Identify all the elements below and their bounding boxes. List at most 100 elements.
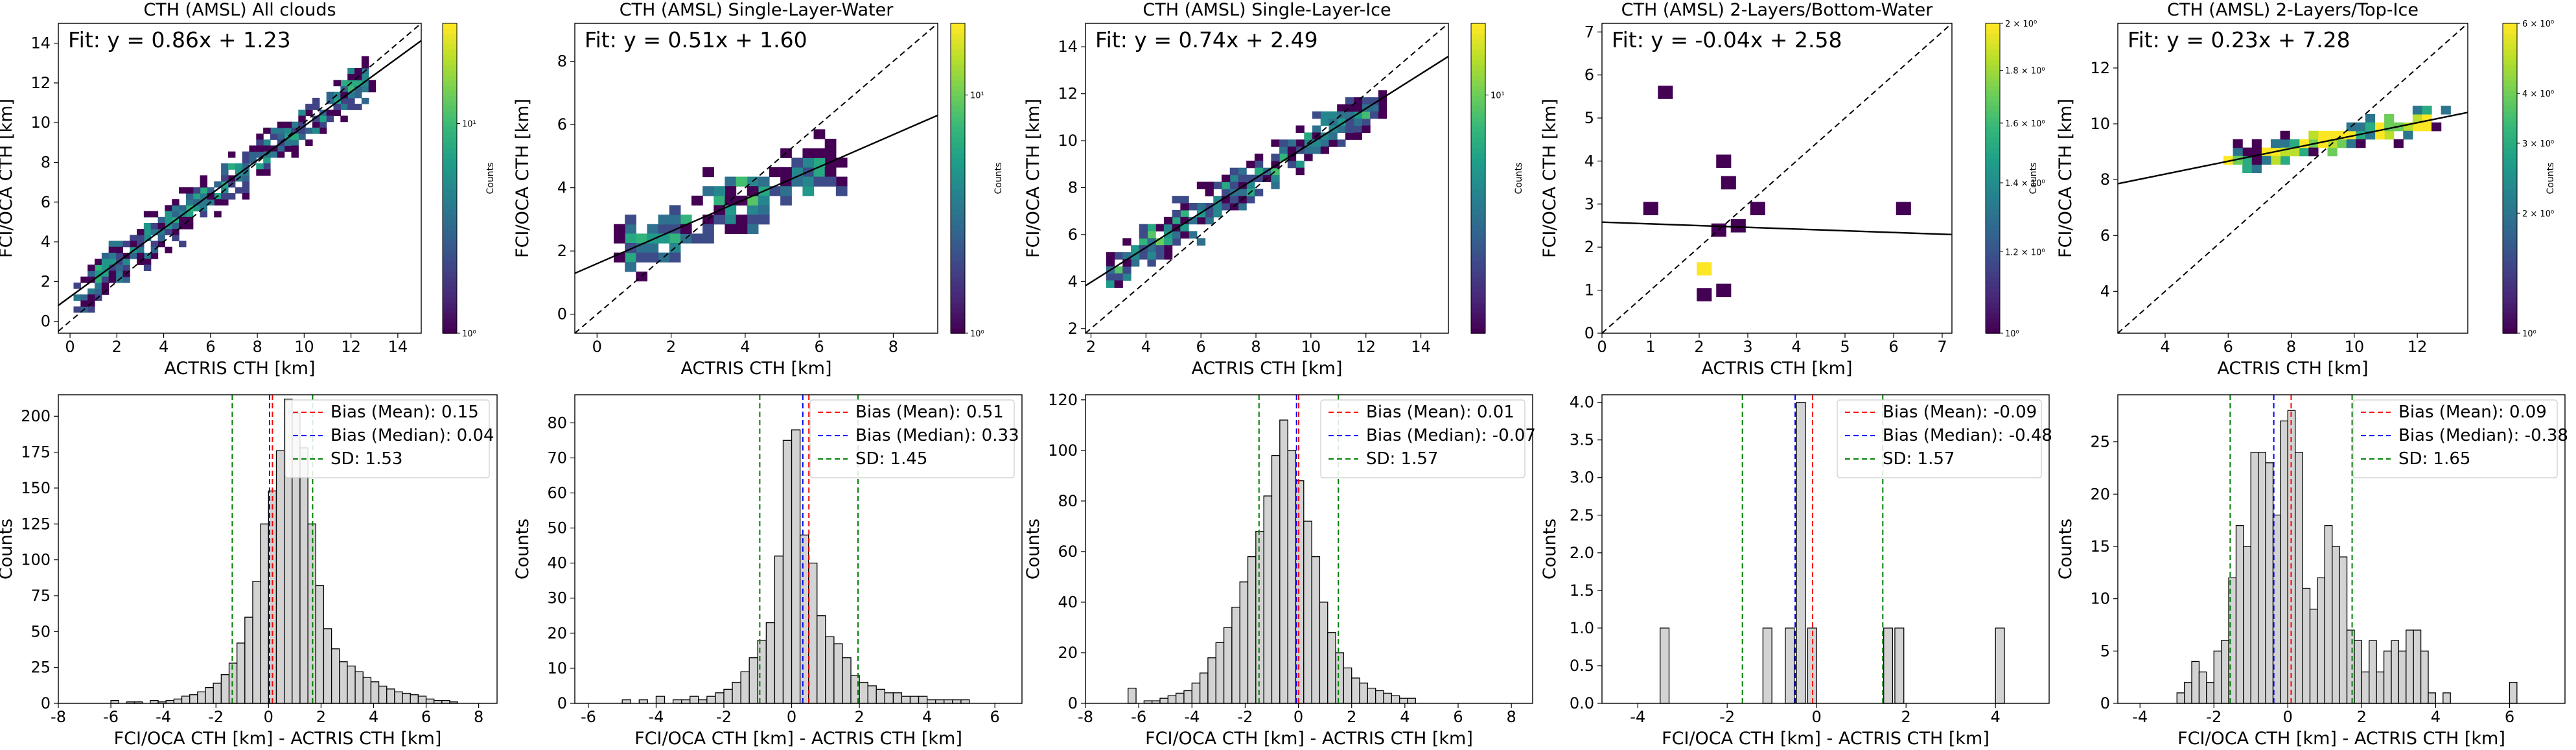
heatmap-cell [298,127,306,134]
x-tick-label: -6 [103,708,119,726]
heatmap-cell [1345,118,1354,126]
heatmap-cell [2365,113,2376,123]
histogram-bar [299,447,308,704]
colorbar-step [1471,90,1485,97]
heatmap-cell [291,121,299,128]
histogram-bar [782,439,793,704]
heatmap-cell [1345,111,1354,119]
heatmap-cell [1222,189,1231,196]
heatmap-cell [242,151,250,158]
colorbar-step [1471,240,1485,246]
colorbar-label: Counts [2028,163,2039,194]
heatmap-cell [1304,146,1313,154]
colorbar-step [2503,204,2517,210]
heatmap-cell [813,148,826,158]
colorbar-step [1986,193,2000,200]
heatmap-cell [157,217,165,224]
y-tick-label: 120 [1048,391,1078,409]
colorbar-step [951,328,965,334]
heatmap-cell [249,151,257,158]
heatmap-cell [1180,224,1189,232]
histogram-bar [1183,690,1192,704]
histogram-bar [1343,667,1352,704]
heatmap-cell [143,264,152,272]
heatmap-cell [1353,111,1362,119]
histogram-bar [362,677,372,704]
y-tick-label: 7 [1584,23,1594,41]
colorbar-step [443,111,457,117]
histogram-bar [732,681,741,704]
heatmap-cell [691,195,703,206]
colorbar-step [443,132,457,138]
histogram-bar [2213,650,2222,704]
legend-entry: SD: 1.53 [331,449,402,469]
heatmap-cell [319,127,327,134]
x-tick-label: 8 [1507,708,1516,726]
heatmap-cell [2280,139,2290,148]
histogram-bar [2295,452,2303,704]
colorbar-step [443,80,457,86]
histogram-bar [757,639,767,704]
colorbar-tick-label: 1.8 × 10⁰ [2005,67,2045,76]
colorbar-step [443,178,457,184]
heatmap-cell [326,110,334,117]
heatmap-cell [165,205,172,212]
x-axis-label: FCI/OCA CTH [km] - ACTRIS CTH [km] [2177,729,2505,749]
heatmap-cell [802,158,815,168]
colorbar-step [951,307,965,313]
heatmap-cell [354,91,362,99]
colorbar-step [1471,163,1485,169]
histogram-bar [817,615,826,704]
histogram-bar [386,688,395,704]
colorbar-step [951,85,965,91]
colorbar-step [1471,193,1485,200]
colorbar-step [1471,106,1485,112]
histogram-bar [237,642,246,704]
colorbar-step [1986,163,2000,169]
heatmap-cell [157,235,165,242]
y-tick-label: 70 [547,449,567,467]
heatmap-cell [2412,113,2423,123]
heatmap-cell [1163,217,1173,225]
heatmap-cell [150,229,159,235]
heatmap-cell [1172,196,1181,204]
heatmap-cell [736,215,748,225]
x-tick-label: 2 [2357,708,2367,726]
colorbar-step [443,302,457,308]
heatmap-cell [192,205,201,212]
colorbar-step [443,276,457,283]
y-tick-label: 2 [41,272,51,290]
heatmap-cell [1254,189,1264,196]
histogram-bar [1223,627,1233,704]
heatmap-cell [95,259,102,265]
colorbar-step [1986,276,2000,283]
x-tick-label: 2 [666,338,676,356]
heatmap-cell [305,110,313,117]
histogram-bar [244,616,253,704]
colorbar-step [2503,297,2517,303]
colorbar-step [951,126,965,133]
heatmap-cell [242,187,250,194]
histogram-bar [189,694,198,704]
colorbar-step [443,152,457,158]
heatmap-cell [680,215,692,225]
colorbar-step [443,106,457,112]
colorbar-step [2503,318,2517,323]
heatmap-cell [165,246,172,253]
colorbar-step [951,287,965,293]
heatmap-cell [1222,182,1231,189]
histogram-bar [960,699,970,704]
heatmap-cell [361,56,369,63]
y-tick-label: 40 [547,554,567,572]
colorbar-step [2503,132,2517,138]
fit-label: Fit: y = 0.51x + 1.60 [585,27,807,53]
y-tick-label: 4 [1068,272,1078,290]
heatmap-cell [1304,153,1313,161]
colorbar-step [2503,43,2517,50]
y-tick-label: 100 [1048,441,1078,460]
heatmap-cell [824,176,837,187]
heatmap-cell [1213,209,1222,218]
heatmap-cell [143,211,152,218]
heatmap-cell [1721,176,1736,190]
colorbar-step [1986,90,2000,97]
